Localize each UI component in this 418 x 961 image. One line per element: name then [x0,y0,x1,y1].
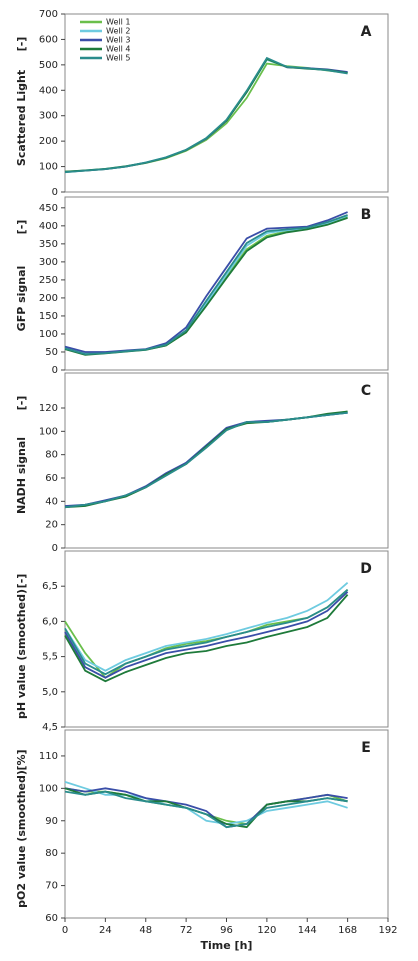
y-tick-label: 70 [45,881,58,892]
y-tick-label: 0 [52,365,58,376]
series-line [64,211,348,353]
y-tick-label: 400 [39,221,58,232]
y-tick-label: 500 [39,60,58,71]
y-axis-label: pO2 value (smoothed) [15,770,28,908]
x-tick-label: 48 [139,925,152,936]
panel-label: E [361,740,371,756]
series-line [64,57,348,173]
y-tick-label: 0 [52,187,58,198]
series-line [64,582,349,672]
y-tick-label: 100 [39,426,58,437]
series-line [64,787,348,829]
y-tick-label: 60 [45,913,58,924]
series-line [64,57,348,173]
y-axis-label: Scattered Light [15,70,28,166]
y-tick-label: 300 [39,257,58,268]
y-tick-label: 200 [39,136,58,147]
panel-label: C [361,383,371,399]
series-line [64,58,348,174]
x-tick-label: 0 [62,925,68,936]
series-line [64,62,348,173]
series-line [64,214,348,355]
legend-label: Well 3 [106,36,130,45]
series-line [64,790,348,829]
series-line [64,591,349,679]
y-tick-label: 400 [39,85,58,96]
series-line [64,411,348,509]
y-tick-label: 450 [39,203,58,214]
y-axis-unit: [%] [15,749,28,770]
panel-frame [64,372,389,549]
legend-label: Well 2 [106,27,130,36]
series-line [64,214,348,356]
legend-label: Well 1 [106,18,130,27]
y-tick-label: 4,5 [42,722,58,733]
legend-label: Well 5 [106,54,130,63]
x-tick-label: 120 [257,925,276,936]
series-line [64,410,348,509]
panel-frame [64,196,389,371]
panel-label: B [361,207,372,223]
y-tick-label: 80 [45,848,58,859]
panel-label: A [361,24,372,40]
y-tick-label: 100 [39,783,58,794]
y-tick-label: 5,5 [42,652,58,663]
series-line [64,781,348,825]
series-line [64,594,349,683]
series-line [64,589,349,676]
series-line [64,411,348,507]
y-axis-unit: [-] [15,574,28,589]
y-tick-label: 80 [45,450,58,461]
panel-frame [64,550,389,728]
y-axis-unit: [-] [15,220,28,235]
y-tick-label: 250 [39,275,58,286]
series-line [64,215,348,354]
series-line [64,56,348,174]
y-tick-label: 90 [45,816,58,827]
y-tick-label: 40 [45,496,58,507]
y-axis-label: NADH signal [15,437,28,514]
y-tick-label: 0 [52,543,58,554]
y-tick-label: 60 [45,473,58,484]
x-tick-label: 192 [378,925,397,936]
series-line [64,589,349,679]
y-tick-label: 120 [39,403,58,414]
y-tick-label: 200 [39,293,58,304]
y-tick-label: 6,0 [42,616,58,627]
y-tick-label: 150 [39,311,58,322]
y-tick-label: 600 [39,34,58,45]
y-tick-label: 100 [39,162,58,173]
series-line [64,410,348,509]
panel-label: D [360,561,372,577]
series-line [64,411,348,509]
x-tick-label: 144 [298,925,317,936]
y-tick-label: 6,5 [42,581,58,592]
x-tick-label: 72 [180,925,193,936]
series-line [64,787,348,825]
y-axis-unit: [-] [15,37,28,52]
panel-frame [64,13,389,193]
x-axis-label: Time [h] [201,939,253,952]
y-tick-label: 350 [39,239,58,250]
y-tick-label: 100 [39,329,58,340]
legend-label: Well 4 [106,45,130,54]
y-tick-label: 5,0 [42,687,58,698]
x-tick-label: 96 [220,925,233,936]
y-tick-label: 50 [45,347,58,358]
y-axis-label: pH value (smoothed) [15,589,28,719]
x-tick-label: 24 [99,925,112,936]
y-tick-label: 20 [45,520,58,531]
y-tick-label: 700 [39,9,58,20]
series-line [64,217,348,356]
y-axis-unit: [-] [15,396,28,411]
x-tick-label: 168 [338,925,357,936]
y-axis-label: GFP signal [15,266,28,332]
y-tick-label: 110 [39,751,58,762]
y-tick-label: 300 [39,111,58,122]
